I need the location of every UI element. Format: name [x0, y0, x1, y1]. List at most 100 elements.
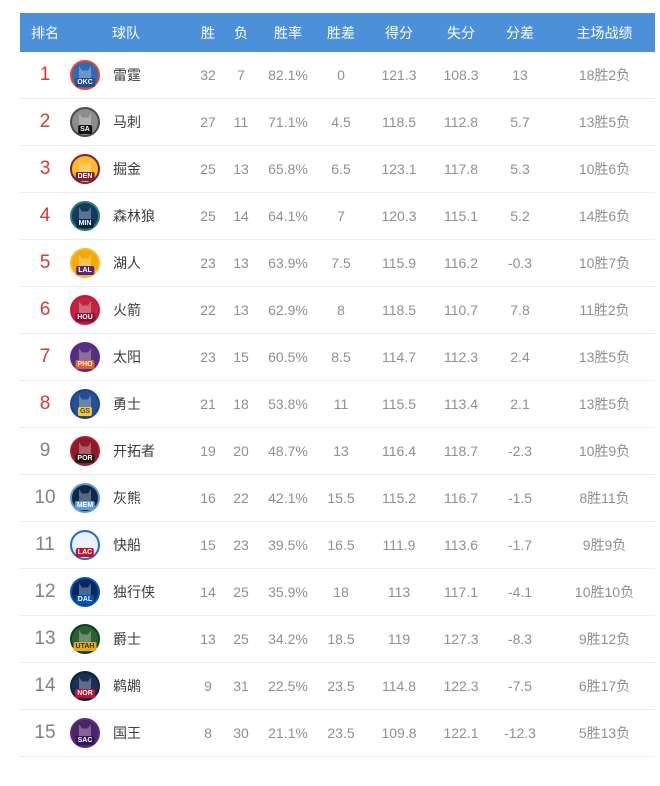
team-name[interactable]: 火箭 — [113, 302, 141, 318]
team-logo-icon: UTAH — [70, 624, 100, 654]
table-row[interactable]: 7 PHO 太阳 23 15 60.5% 8.5 114.7 112.3 2.4… — [20, 334, 655, 381]
team-name[interactable]: 鹈鹕 — [113, 678, 141, 694]
table-row[interactable]: 12 DAL 独行侠 14 25 35.9% 18 113 117.1 -4.1… — [20, 569, 655, 616]
team-cell[interactable]: MIN 森林狼 — [70, 201, 190, 231]
team-logo-icon: OKC — [70, 60, 100, 90]
team-cell[interactable]: DAL 独行侠 — [70, 577, 190, 607]
team-logo-icon: SA — [70, 107, 100, 137]
team-cell[interactable]: DEN 掘金 — [70, 154, 190, 184]
wins-cell: 27 — [200, 114, 216, 130]
team-name[interactable]: 开拓者 — [113, 443, 155, 459]
column-header-win-pct: 胜率 — [274, 24, 302, 41]
win-pct-cell: 34.2% — [268, 631, 308, 647]
team-name[interactable]: 雷霆 — [113, 67, 141, 83]
table-row[interactable]: 14 NOR 鹈鹕 9 31 22.5% 23.5 114.8 122.3 -7… — [20, 663, 655, 710]
wins-cell: 25 — [200, 208, 216, 224]
points-against-cell: 112.8 — [444, 114, 478, 130]
team-cell[interactable]: SAC 国王 — [70, 718, 190, 748]
points-against-cell: 117.1 — [444, 584, 478, 600]
games-behind-cell: 23.5 — [327, 678, 355, 694]
point-diff-cell: -7.5 — [507, 678, 533, 694]
team-name[interactable]: 独行侠 — [113, 584, 155, 600]
points-against-cell: 112.3 — [444, 349, 478, 365]
team-cell[interactable]: POR 开拓者 — [70, 436, 190, 466]
table-row[interactable]: 2 SA 马刺 27 11 71.1% 4.5 118.5 112.8 5.7 … — [20, 99, 655, 146]
games-behind-cell: 8.5 — [331, 349, 351, 365]
table-row[interactable]: 9 POR 开拓者 19 20 48.7% 13 116.4 118.7 -2.… — [20, 428, 655, 475]
column-header-games-behind: 胜差 — [327, 24, 355, 41]
column-header-team: 球队 — [112, 24, 140, 41]
table-row[interactable]: 11 LAC 快船 15 23 39.5% 16.5 111.9 113.6 -… — [20, 522, 655, 569]
home-record-cell: 9胜9负 — [582, 537, 627, 553]
wins-cell: 13 — [200, 631, 216, 647]
table-row[interactable]: 6 HOU 火箭 22 13 62.9% 8 118.5 110.7 7.8 1… — [20, 287, 655, 334]
home-record-cell: 5胜13负 — [578, 725, 631, 741]
team-name[interactable]: 马刺 — [113, 114, 141, 130]
table-row[interactable]: 4 MIN 森林狼 25 14 64.1% 7 120.3 115.1 5.2 … — [20, 193, 655, 240]
losses-cell: 25 — [233, 584, 249, 600]
team-cell[interactable]: UTAH 爵士 — [70, 624, 190, 654]
team-name[interactable]: 掘金 — [113, 161, 141, 177]
table-row[interactable]: 15 SAC 国王 8 30 21.1% 23.5 109.8 122.1 -1… — [20, 710, 655, 757]
points-against-cell: 127.3 — [443, 631, 479, 647]
team-logo-icon: DAL — [70, 577, 100, 607]
column-header-point-diff: 分差 — [506, 24, 534, 41]
home-record-cell: 10胜6负 — [578, 161, 631, 177]
team-cell[interactable]: OKC 雷霆 — [70, 60, 190, 90]
team-cell[interactable]: HOU 火箭 — [70, 295, 190, 325]
point-diff-cell: 5.7 — [510, 114, 530, 130]
team-name[interactable]: 湖人 — [113, 255, 141, 271]
column-header-rank: 排名 — [31, 24, 59, 41]
team-cell[interactable]: LAL 湖人 — [70, 248, 190, 278]
team-cell[interactable]: LAC 快船 — [70, 530, 190, 560]
points-for-cell: 119 — [387, 631, 411, 647]
table-row[interactable]: 13 UTAH 爵士 13 25 34.2% 18.5 119 127.3 -8… — [20, 616, 655, 663]
points-against-cell: 122.3 — [443, 678, 479, 694]
rank-cell: 4 — [39, 205, 51, 226]
win-pct-cell: 35.9% — [268, 584, 308, 600]
points-for-cell: 118.5 — [382, 114, 416, 130]
points-for-cell: 115.9 — [382, 255, 416, 271]
team-name[interactable]: 爵士 — [113, 631, 141, 647]
team-name[interactable]: 国王 — [113, 725, 141, 741]
table-row[interactable]: 8 GS 勇士 21 18 53.8% 11 115.5 113.4 2.1 1… — [20, 381, 655, 428]
team-name[interactable]: 森林狼 — [113, 208, 155, 224]
games-behind-cell: 0 — [337, 67, 345, 83]
team-abbr: OKC — [75, 78, 95, 87]
points-against-cell: 113.4 — [444, 396, 478, 412]
point-diff-cell: 5.2 — [510, 208, 530, 224]
team-logo-icon: LAC — [70, 530, 100, 560]
table-row[interactable]: 5 LAL 湖人 23 13 63.9% 7.5 115.9 116.2 -0.… — [20, 240, 655, 287]
standings-table: 排名 球队 胜 负 胜率 胜差 得分 失分 分差 主场战绩 1 OKC 雷霆 3… — [20, 13, 655, 757]
team-cell[interactable]: NOR 鹈鹕 — [70, 671, 190, 701]
games-behind-cell: 18 — [333, 584, 349, 600]
home-record-cell: 8胜11负 — [579, 490, 630, 506]
home-record-cell: 11胜2负 — [579, 302, 630, 318]
team-name[interactable]: 太阳 — [113, 349, 141, 365]
losses-cell: 13 — [233, 302, 249, 318]
losses-cell: 20 — [233, 443, 249, 459]
points-for-cell: 116.4 — [382, 443, 416, 459]
win-pct-cell: 53.8% — [268, 396, 308, 412]
team-logo-icon: HOU — [70, 295, 100, 325]
team-name[interactable]: 勇士 — [113, 396, 141, 412]
table-row[interactable]: 1 OKC 雷霆 32 7 82.1% 0 121.3 108.3 13 18胜… — [20, 52, 655, 99]
rank-cell: 5 — [39, 252, 51, 273]
team-name[interactable]: 快船 — [113, 537, 141, 553]
win-pct-cell: 82.1% — [268, 67, 308, 83]
table-row[interactable]: 3 DEN 掘金 25 13 65.8% 6.5 123.1 117.8 5.3… — [20, 146, 655, 193]
team-cell[interactable]: MEM 灰熊 — [70, 483, 190, 513]
points-for-cell: 113 — [387, 584, 411, 600]
table-row[interactable]: 10 MEM 灰熊 16 22 42.1% 15.5 115.2 116.7 -… — [20, 475, 655, 522]
team-cell[interactable]: GS 勇士 — [70, 389, 190, 419]
losses-cell: 31 — [233, 678, 249, 694]
team-logo-icon: POR — [70, 436, 100, 466]
points-for-cell: 118.5 — [382, 302, 416, 318]
games-behind-cell: 6.5 — [331, 161, 351, 177]
team-cell[interactable]: SA 马刺 — [70, 107, 190, 137]
rank-cell: 1 — [39, 64, 51, 85]
point-diff-cell: -12.3 — [504, 725, 536, 741]
team-name[interactable]: 灰熊 — [113, 490, 141, 506]
team-logo-icon: MIN — [70, 201, 100, 231]
team-cell[interactable]: PHO 太阳 — [70, 342, 190, 372]
